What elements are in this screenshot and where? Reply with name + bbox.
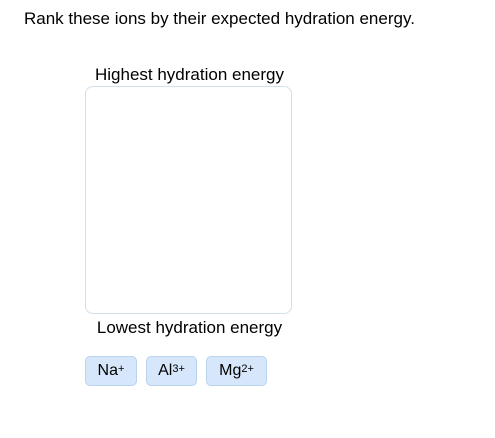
question-text: Rank these ions by their expected hydrat…	[24, 9, 415, 28]
ion-symbol: Na	[97, 362, 118, 379]
highest-label: Highest hydration energy	[94, 65, 284, 84]
ion-tile-na[interactable]: Na +	[85, 356, 137, 386]
ion-tile-al[interactable]: Al 3+	[146, 356, 197, 386]
ion-tile-mg[interactable]: Mg 2+	[206, 356, 267, 386]
lowest-label: Lowest hydration energy	[96, 318, 283, 337]
ion-symbol: Mg	[219, 362, 242, 379]
ranking-drop-zone[interactable]	[85, 86, 292, 314]
ion-symbol: Al	[158, 362, 173, 379]
ion-tile-bank: Na + Al 3+ Mg 2+	[85, 356, 267, 386]
